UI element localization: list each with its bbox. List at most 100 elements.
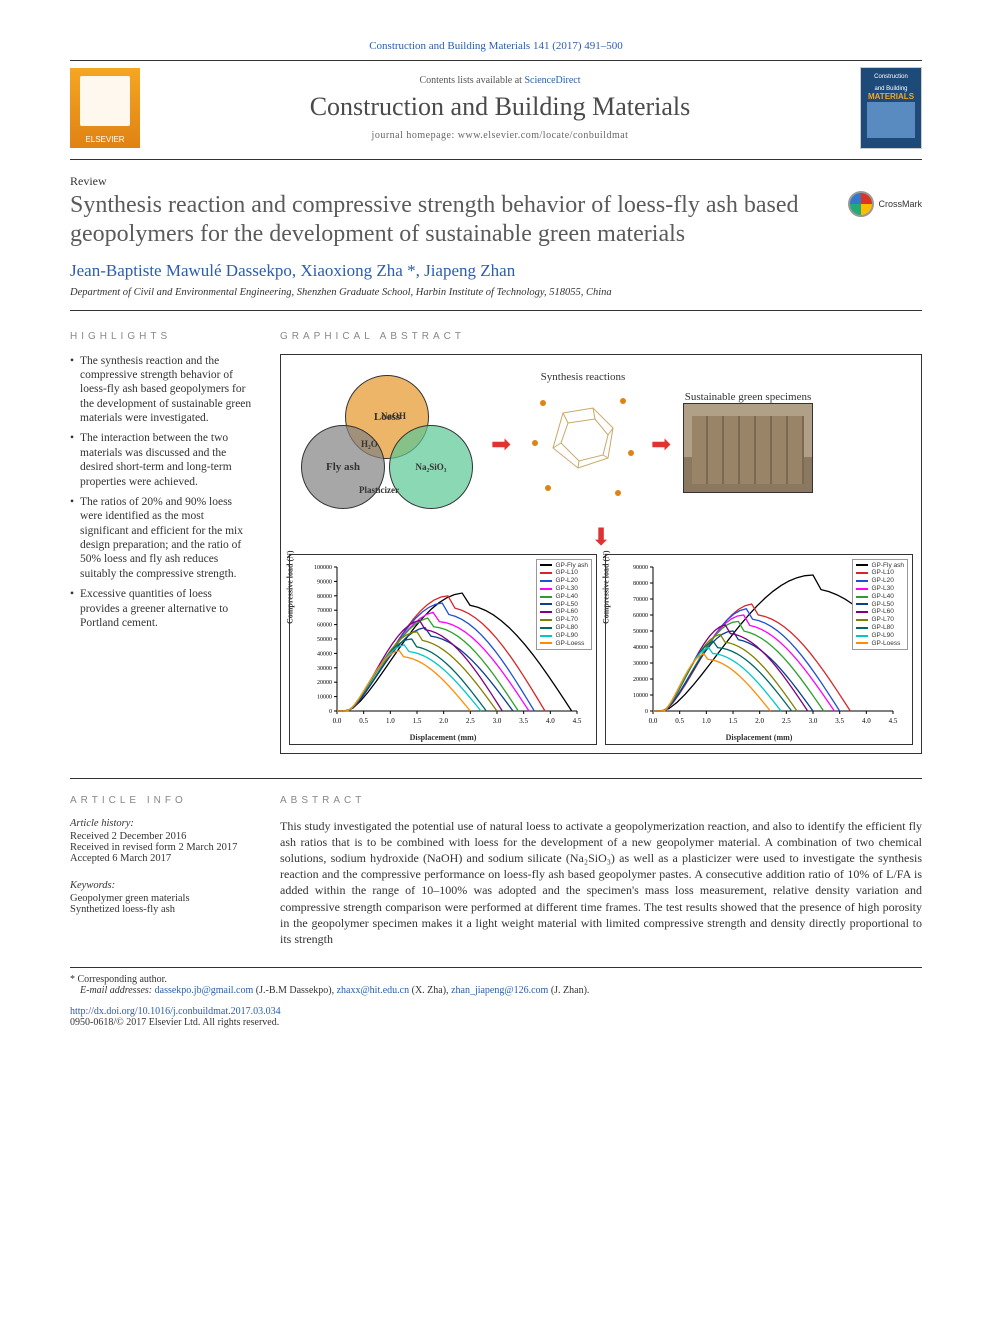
svg-text:2.0: 2.0 <box>755 717 764 725</box>
cor-mark: * <box>70 974 78 985</box>
svg-text:0.0: 0.0 <box>333 717 342 725</box>
svg-text:20000: 20000 <box>317 680 332 686</box>
svg-text:3.0: 3.0 <box>493 717 502 725</box>
arrow-right-icon: ➡ <box>651 430 675 454</box>
svg-text:2.0: 2.0 <box>439 717 448 725</box>
contents-line: Contents lists available at ScienceDirec… <box>152 75 848 86</box>
svg-text:10000: 10000 <box>633 693 648 699</box>
emails-label: E-mail addresses: <box>80 985 155 996</box>
venn-na2sio3: Na₂SiO₃ <box>389 425 473 509</box>
svg-text:0.5: 0.5 <box>675 717 684 725</box>
copyright: 0950-0618/© 2017 Elsevier Ltd. All right… <box>70 1017 922 1028</box>
svg-text:10000: 10000 <box>317 694 332 700</box>
arrow-down-icon: ⬇ <box>289 523 913 552</box>
svg-text:0.5: 0.5 <box>359 717 368 725</box>
legend-left: GP-Fly ashGP-L10GP-L20GP-L30GP-L40GP-L50… <box>536 559 592 651</box>
svg-text:40000: 40000 <box>317 651 332 657</box>
sciencedirect-link[interactable]: ScienceDirect <box>524 75 580 86</box>
ylabel-right: Compressive load (N) <box>602 551 611 625</box>
svg-text:1.5: 1.5 <box>729 717 738 725</box>
crossmark-badge[interactable]: CrossMark <box>848 191 922 217</box>
svg-text:1.0: 1.0 <box>702 717 711 725</box>
svg-text:70000: 70000 <box>317 608 332 614</box>
cor-text: Corresponding author. <box>78 974 167 985</box>
cover-line3: MATERIALS <box>861 92 921 101</box>
contents-prefix: Contents lists available at <box>419 75 524 86</box>
svg-text:3.0: 3.0 <box>809 717 818 725</box>
article-type: Review <box>70 174 922 189</box>
svg-text:50000: 50000 <box>317 637 332 643</box>
elsevier-logo: ELSEVIER <box>70 68 140 148</box>
crossmark-icon <box>848 191 874 217</box>
svg-text:4.0: 4.0 <box>546 717 555 725</box>
svg-text:50000: 50000 <box>633 629 648 635</box>
xlabel-left: Displacement (mm) <box>292 733 594 742</box>
footnotes: * Corresponding author. E-mail addresses… <box>70 967 922 996</box>
history-heading: Article history: <box>70 818 252 829</box>
svg-text:30000: 30000 <box>317 665 332 671</box>
venn-naoh: NaOH <box>381 411 406 421</box>
crossmark-label: CrossMark <box>878 199 922 209</box>
email-link[interactable]: zhaxx@hit.edu.cn <box>337 985 410 996</box>
svg-text:90000: 90000 <box>633 565 648 571</box>
affiliation: Department of Civil and Environmental En… <box>70 287 922 311</box>
chart-left: GP-Fly ashGP-L10GP-L20GP-L30GP-L40GP-L50… <box>289 554 597 745</box>
keywords-heading: Keywords: <box>70 880 252 891</box>
xlabel-right: Displacement (mm) <box>608 733 910 742</box>
graphical-abstract-heading: GRAPHICAL ABSTRACT <box>280 331 922 342</box>
article-title: Synthesis reaction and compressive stren… <box>70 191 838 249</box>
chart-right: GP-Fly ashGP-L10GP-L20GP-L30GP-L40GP-L50… <box>605 554 913 745</box>
svg-text:30000: 30000 <box>633 661 648 667</box>
specimens-label: Sustainable green specimens <box>683 391 813 403</box>
journal-header: ELSEVIER Contents lists available at Sci… <box>70 60 922 160</box>
graphical-abstract: Loess Fly ash Na₂SiO₃ NaOH H₂O Plasticiz… <box>280 354 922 754</box>
cover-line2: and Building <box>861 80 921 92</box>
svg-text:90000: 90000 <box>317 579 332 585</box>
svg-text:60000: 60000 <box>633 613 648 619</box>
history-lines: Received 2 December 2016Received in revi… <box>70 831 252 864</box>
svg-text:4.5: 4.5 <box>889 717 898 725</box>
homepage-line: journal homepage: www.elsevier.com/locat… <box>152 130 848 141</box>
venn-plasticizer: Plasticizer <box>359 485 399 495</box>
synthesis-label: Synthesis reactions <box>523 371 643 383</box>
highlights-list: The synthesis reaction and the compressi… <box>70 354 252 631</box>
homepage-prefix: journal homepage: <box>372 130 458 141</box>
venn-h2o: H₂O <box>361 439 378 449</box>
svg-text:1.0: 1.0 <box>386 717 395 725</box>
svg-text:0: 0 <box>329 709 332 715</box>
specimens-photo <box>683 403 813 493</box>
highlight-item: Excessive quantities of loess provides a… <box>70 587 252 630</box>
highlight-item: The ratios of 20% and 90% loess were ide… <box>70 495 252 581</box>
svg-text:100000: 100000 <box>314 565 332 571</box>
email-link[interactable]: zhan_jiapeng@126.com <box>451 985 548 996</box>
svg-text:40000: 40000 <box>633 645 648 651</box>
svg-text:1.5: 1.5 <box>413 717 422 725</box>
legend-right: GP-Fly ashGP-L10GP-L20GP-L30GP-L40GP-L50… <box>852 559 908 651</box>
svg-text:60000: 60000 <box>317 622 332 628</box>
svg-text:3.5: 3.5 <box>835 717 844 725</box>
abstract-text: This study investigated the potential us… <box>280 818 922 948</box>
cover-line1: Construction <box>861 68 921 80</box>
email-link[interactable]: dassekpo.jb@gmail.com <box>155 985 254 996</box>
homepage-url[interactable]: www.elsevier.com/locate/conbuildmat <box>458 130 629 141</box>
svg-text:2.5: 2.5 <box>782 717 791 725</box>
journal-name: Construction and Building Materials <box>152 92 848 122</box>
venn-fly-ash: Fly ash <box>301 425 385 509</box>
highlights-heading: HIGHLIGHTS <box>70 331 252 342</box>
abstract-heading: ABSTRACT <box>280 795 922 806</box>
svg-text:3.5: 3.5 <box>519 717 528 725</box>
highlight-item: The synthesis reaction and the compressi… <box>70 354 252 426</box>
doi-link[interactable]: http://dx.doi.org/10.1016/j.conbuildmat.… <box>70 1006 281 1017</box>
svg-text:4.5: 4.5 <box>573 717 582 725</box>
svg-text:80000: 80000 <box>317 593 332 599</box>
svg-text:70000: 70000 <box>633 597 648 603</box>
arrow-right-icon: ➡ <box>491 430 515 454</box>
journal-cover: Construction and Building MATERIALS <box>860 67 922 149</box>
top-citation: Construction and Building Materials 141 … <box>70 40 922 52</box>
svg-text:20000: 20000 <box>633 677 648 683</box>
venn-diagram: Loess Fly ash Na₂SiO₃ NaOH H₂O Plasticiz… <box>293 367 483 517</box>
molecule-diagram <box>523 383 643 513</box>
svg-text:2.5: 2.5 <box>466 717 475 725</box>
svg-text:0.0: 0.0 <box>649 717 658 725</box>
elsevier-logo-text: ELSEVIER <box>85 135 124 144</box>
